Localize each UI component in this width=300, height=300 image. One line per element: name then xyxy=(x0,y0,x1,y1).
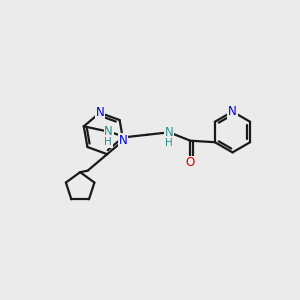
Text: H: H xyxy=(104,137,112,147)
Text: N: N xyxy=(119,134,128,147)
Text: N: N xyxy=(228,105,237,118)
Text: H: H xyxy=(165,138,172,148)
Text: N: N xyxy=(165,126,174,139)
Text: N: N xyxy=(104,125,113,138)
Text: N: N xyxy=(95,106,104,119)
Text: O: O xyxy=(186,156,195,170)
